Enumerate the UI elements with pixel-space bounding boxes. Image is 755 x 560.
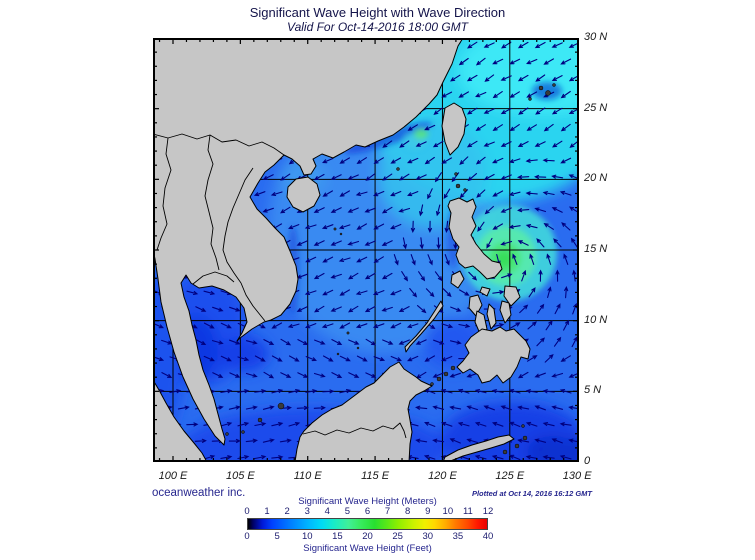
meters-tick: 7 (384, 506, 391, 517)
borneo-island (294, 361, 433, 462)
lat-label: 10 N (584, 313, 608, 326)
page-title: Significant Wave Height with Wave Direct… (249, 5, 506, 20)
legend-feet-title: Significant Wave Height (Feet) (303, 543, 432, 554)
lon-label: 120 E (428, 470, 457, 482)
meters-tick: 2 (284, 506, 290, 517)
wave-height-colorbar (247, 518, 488, 530)
feet-tick: 20 (362, 531, 373, 542)
feet-tick: 10 (301, 531, 313, 542)
small-islands (225, 83, 556, 455)
meters-tick: 6 (364, 506, 371, 517)
meters-tick: 12 (482, 506, 494, 517)
feet-tick: 30 (422, 531, 434, 542)
taiwan-island (441, 102, 467, 156)
panay-island (468, 294, 483, 317)
lat-label: 15 N (584, 243, 608, 255)
map-frame (153, 38, 579, 462)
plotted-timestamp: Plotted at Oct 14, 2016 16:12 GMT (471, 489, 592, 498)
lon-label: 115 E (361, 470, 390, 482)
lon-label: 110 E (293, 470, 322, 482)
masbate-island (479, 286, 491, 297)
legend-meters-title: Significant Wave Height (Meters) (298, 496, 437, 507)
mindoro-island (450, 270, 465, 289)
asia-mainland (153, 38, 464, 446)
feet-tick: 35 (452, 531, 464, 542)
luzon-island (447, 197, 503, 280)
feet-tick: 15 (332, 531, 343, 542)
wave-map (153, 38, 579, 462)
samar-island (503, 285, 521, 307)
meters-tick: 4 (324, 506, 330, 517)
lat-label: 30 N (584, 31, 608, 43)
country-borders (153, 133, 407, 439)
lat-label: 0 (584, 455, 591, 467)
lon-label: 105 E (225, 470, 255, 482)
lon-label: 125 E (495, 470, 525, 482)
lat-label: 25 N (584, 101, 608, 114)
lon-label: 100 E (158, 470, 188, 482)
oceanweather-credit: oceanweather inc. (152, 487, 246, 499)
meters-tick: 8 (405, 506, 411, 517)
leyte-island (499, 300, 512, 324)
meters-tick: 11 (462, 506, 473, 517)
sumatra-island (153, 379, 208, 462)
feet-tick: 25 (392, 531, 403, 542)
meters-tick: 3 (304, 506, 310, 517)
lon-label: 130 E (562, 470, 592, 482)
feet-tick: 40 (482, 531, 494, 542)
lat-label: 5 N (584, 384, 602, 397)
meters-tick: 5 (344, 506, 351, 517)
valid-time-subtitle: Valid For Oct-14-2016 18:00 GMT (287, 20, 468, 34)
meters-tick: 1 (264, 506, 270, 517)
lat-label: 20 N (584, 172, 608, 185)
hainan-island (286, 176, 321, 213)
mindanao-island (456, 326, 531, 384)
palawan-island (404, 300, 444, 353)
meters-tick: 9 (425, 506, 431, 517)
meters-tick: 10 (442, 506, 454, 517)
feet-tick: 0 (244, 531, 250, 542)
land-layer (153, 38, 556, 462)
meters-tick: 0 (244, 506, 250, 517)
cebu-island (486, 303, 497, 330)
feet-tick: 5 (274, 531, 280, 542)
